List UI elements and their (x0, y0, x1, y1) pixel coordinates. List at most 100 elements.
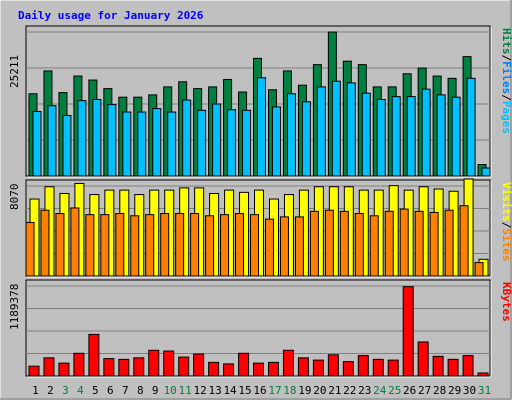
bar-pages-day-11 (182, 99, 192, 177)
x-tick-label: 26 (403, 384, 416, 397)
x-tick-label: 22 (343, 384, 356, 397)
bar-sites-day-15 (235, 213, 245, 277)
bar-pages-day-8 (137, 111, 147, 177)
bar-kbytes-day-25 (387, 359, 399, 377)
x-tick-label: 1 (32, 384, 39, 397)
bar-pages-day-15 (242, 109, 252, 177)
bar-kbytes-day-1 (28, 365, 40, 377)
bar-kbytes-day-21 (327, 354, 339, 377)
bar-kbytes-day-19 (297, 357, 309, 377)
x-tick-label: 2 (47, 384, 54, 397)
bar-sites-day-22 (339, 210, 349, 277)
bar-kbytes-day-26 (402, 286, 414, 377)
bar-kbytes-day-27 (417, 341, 429, 377)
bar-pages-day-29 (451, 96, 461, 177)
chart-title: Daily usage for January 2026 (18, 9, 204, 22)
bar-kbytes-day-4 (73, 352, 85, 377)
bar-pages-day-9 (152, 108, 162, 177)
bar-pages-day-13 (212, 103, 222, 177)
bar-pages-day-19 (301, 101, 311, 177)
bar-kbytes-day-15 (238, 352, 250, 377)
bar-sites-day-6 (100, 214, 110, 277)
bar-kbytes-day-7 (118, 358, 130, 377)
bar-sites-day-14 (220, 214, 230, 277)
bar-sites-day-29 (444, 209, 454, 277)
x-tick-label: 14 (223, 384, 237, 397)
bar-sites-day-23 (354, 213, 364, 277)
bar-kbytes-day-8 (133, 357, 145, 377)
bar-kbytes-day-13 (208, 361, 220, 377)
bar-kbytes-day-30 (462, 355, 474, 377)
bar-sites-day-20 (309, 210, 319, 277)
legend-entry-hits: Hits (500, 28, 512, 55)
legend-visits-sites: Visits/Sites (500, 182, 512, 262)
bar-pages-day-23 (361, 92, 371, 177)
bar-sites-day-18 (279, 216, 289, 277)
x-tick-label: 13 (208, 384, 221, 397)
legend-entry-files: Files (500, 61, 512, 94)
bar-kbytes-day-2 (43, 357, 55, 377)
bar-sites-day-12 (190, 213, 200, 277)
bar-sites-day-25 (384, 210, 394, 277)
bar-kbytes-day-9 (148, 349, 160, 377)
bar-pages-day-16 (257, 77, 267, 177)
bar-sites-day-13 (205, 215, 215, 277)
bar-sites-day-3 (55, 213, 65, 277)
bar-pages-day-30 (466, 77, 476, 177)
bar-sites-day-24 (369, 215, 379, 277)
bar-sites-day-19 (294, 216, 304, 277)
x-tick-label: 6 (107, 384, 114, 397)
bar-pages-day-27 (421, 88, 431, 177)
bar-pages-day-4 (77, 100, 87, 177)
bar-pages-day-2 (47, 105, 57, 177)
bar-sites-day-2 (40, 209, 50, 277)
bar-pages-day-26 (406, 96, 416, 177)
bar-pages-day-5 (92, 98, 102, 177)
x-tick-label: 29 (448, 384, 461, 397)
bar-sites-day-26 (399, 208, 409, 277)
legend-entry-kbytes: KBytes (500, 282, 512, 322)
x-tick-label: 30 (463, 384, 476, 397)
bar-sites-day-1 (25, 221, 35, 277)
x-tick-label: 7 (122, 384, 129, 397)
bar-sites-day-17 (264, 218, 274, 277)
x-tick-label: 11 (179, 384, 192, 397)
x-tick-label: 8 (137, 384, 144, 397)
x-tick-label: 12 (194, 384, 207, 397)
x-tick-label: 19 (298, 384, 311, 397)
x-tick-label: 9 (152, 384, 159, 397)
bar-pages-day-20 (316, 86, 326, 177)
bar-kbytes-day-18 (282, 349, 294, 377)
bar-kbytes-day-22 (342, 361, 354, 377)
legend-entry-pages: Pages (500, 101, 512, 134)
bar-pages-day-17 (271, 106, 281, 177)
bar-pages-day-10 (167, 111, 177, 177)
x-tick-label: 18 (283, 384, 296, 397)
bar-sites-day-30 (459, 205, 469, 277)
bar-pages-day-28 (436, 94, 446, 177)
legend-kbytes: KBytes (500, 282, 512, 322)
x-tick-label: 24 (373, 384, 387, 397)
bar-sites-day-10 (160, 213, 170, 277)
bar-pages-day-18 (286, 93, 296, 177)
x-tick-label: 10 (164, 384, 177, 397)
bar-kbytes-day-16 (253, 362, 265, 377)
bar-kbytes-day-20 (312, 359, 324, 377)
bar-pages-day-25 (391, 96, 401, 177)
bar-sites-day-5 (85, 214, 95, 277)
bar-pages-day-22 (346, 82, 356, 177)
bar-kbytes-day-12 (193, 353, 205, 377)
x-tick-label: 27 (418, 384, 431, 397)
legend-entry-visits: Visits (500, 182, 512, 222)
x-tick-label: 15 (238, 384, 251, 397)
x-tick-label: 21 (328, 384, 341, 397)
bar-kbytes-day-31 (477, 372, 489, 377)
bar-sites-day-16 (250, 214, 260, 277)
bar-pages-day-24 (376, 98, 386, 177)
x-tick-label: 17 (268, 384, 281, 397)
y-max-label: 25211 (8, 55, 21, 88)
x-tick-label: 3 (62, 384, 69, 397)
x-tick-label: 4 (77, 384, 84, 397)
bar-kbytes-day-3 (58, 362, 70, 377)
